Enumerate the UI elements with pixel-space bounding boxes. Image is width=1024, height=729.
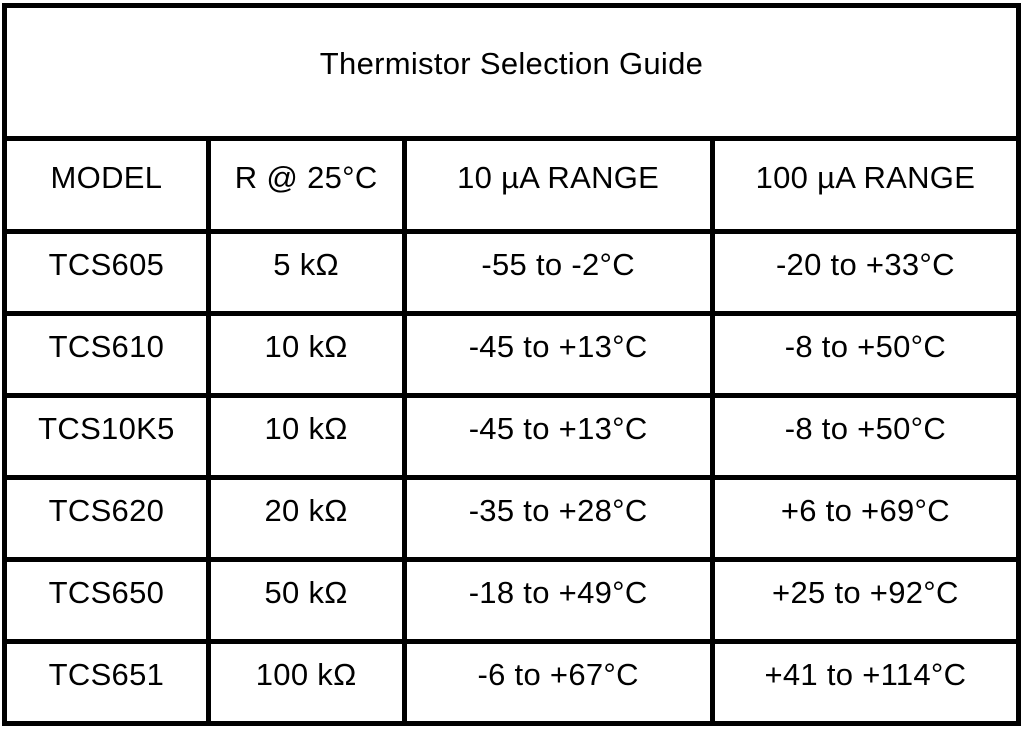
model-cell: TCS610 [2, 311, 211, 398]
column-header-100ua-range: 100 µA RANGE [709, 136, 1022, 234]
range-100ua-cell: +6 to +69°C [709, 475, 1022, 562]
range-10ua-cell: -55 to -2°C [401, 229, 715, 316]
resistance-cell: 20 kΩ [205, 475, 407, 562]
table-row: TCS10K5 10 kΩ -45 to +13°C -8 to +50°C [2, 393, 1022, 480]
model-cell: TCS650 [2, 557, 211, 644]
table-row: TCS605 5 kΩ -55 to -2°C -20 to +33°C [2, 229, 1022, 316]
column-header-model: MODEL [2, 136, 211, 234]
model-cell: TCS605 [2, 229, 211, 316]
range-10ua-cell: -45 to +13°C [401, 393, 715, 480]
range-10ua-cell: -35 to +28°C [401, 475, 715, 562]
table-row: TCS620 20 kΩ -35 to +28°C +6 to +69°C [2, 475, 1022, 562]
range-100ua-cell: -20 to +33°C [709, 229, 1022, 316]
range-10ua-cell: -6 to +67°C [401, 639, 715, 726]
column-header-r-at-25c: R @ 25°C [205, 136, 407, 234]
resistance-cell: 10 kΩ [205, 393, 407, 480]
table-row: TCS651 100 kΩ -6 to +67°C +41 to +114°C [2, 639, 1022, 726]
range-100ua-cell: +25 to +92°C [709, 557, 1022, 644]
title-row: Thermistor Selection Guide [2, 3, 1021, 141]
table-title: Thermistor Selection Guide [2, 3, 1021, 141]
model-cell: TCS620 [2, 475, 211, 562]
range-100ua-cell: -8 to +50°C [709, 393, 1022, 480]
range-10ua-cell: -45 to +13°C [401, 311, 715, 398]
table-row: TCS650 50 kΩ -18 to +49°C +25 to +92°C [2, 557, 1022, 644]
thermistor-table: Thermistor Selection Guide MODEL R @ 25°… [2, 3, 1022, 726]
resistance-cell: 100 kΩ [205, 639, 407, 726]
range-10ua-cell: -18 to +49°C [401, 557, 715, 644]
header-row: MODEL R @ 25°C 10 µA RANGE 100 µA RANGE [2, 136, 1022, 234]
resistance-cell: 50 kΩ [205, 557, 407, 644]
resistance-cell: 10 kΩ [205, 311, 407, 398]
range-100ua-cell: -8 to +50°C [709, 311, 1022, 398]
resistance-cell: 5 kΩ [205, 229, 407, 316]
column-header-10ua-range: 10 µA RANGE [401, 136, 715, 234]
model-cell: TCS10K5 [2, 393, 211, 480]
model-cell: TCS651 [2, 639, 211, 726]
table-row: TCS610 10 kΩ -45 to +13°C -8 to +50°C [2, 311, 1022, 398]
range-100ua-cell: +41 to +114°C [709, 639, 1022, 726]
